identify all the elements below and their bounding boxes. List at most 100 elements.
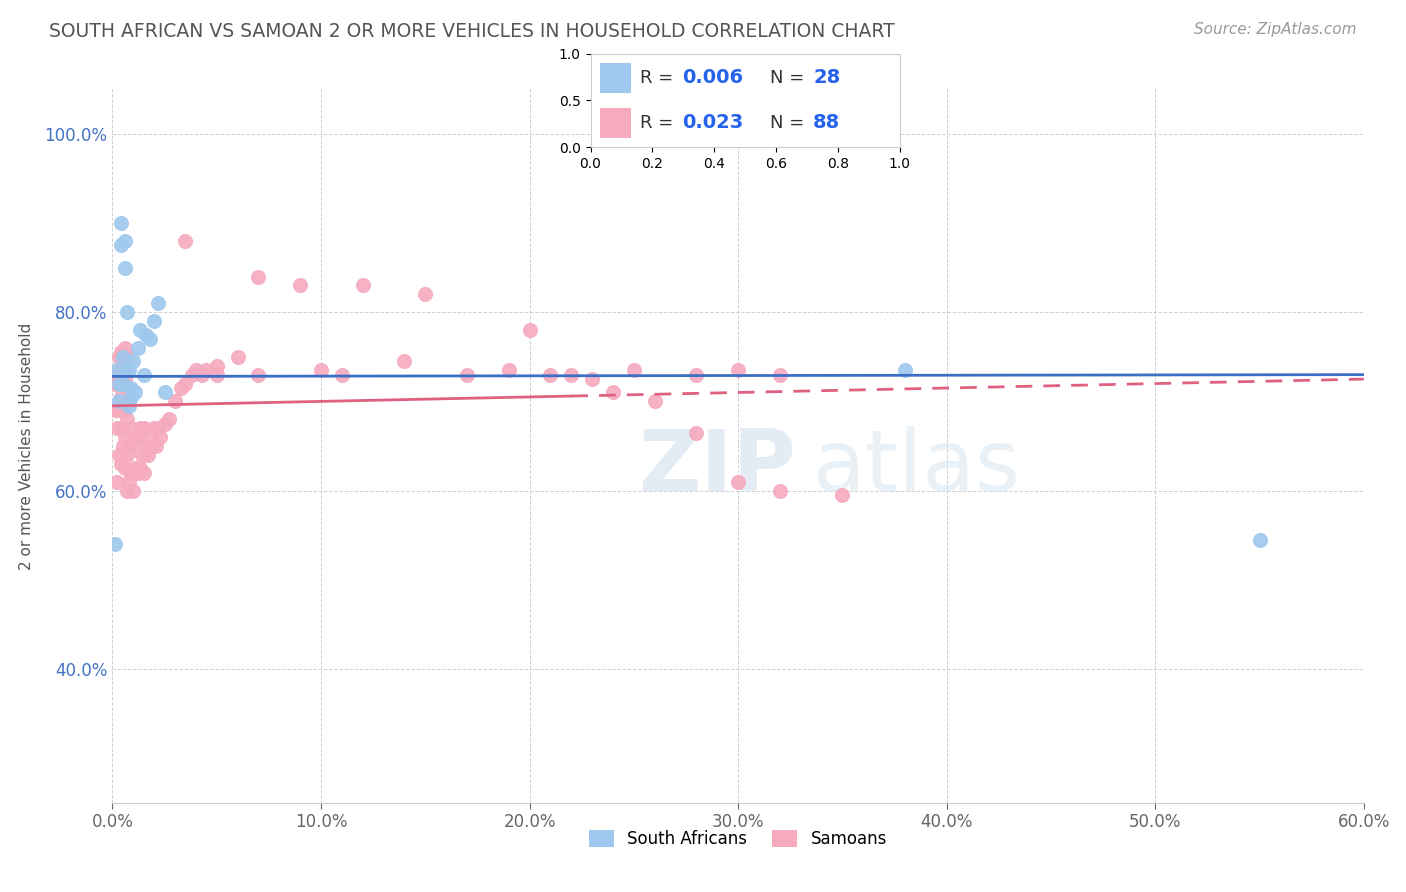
Point: [769, 368, 792, 382]
Point: [132, 368, 155, 382]
Point: [143, 421, 166, 435]
Point: [153, 417, 176, 431]
Point: [195, 363, 218, 377]
Point: [602, 385, 624, 400]
Point: [110, 345, 132, 359]
Point: [114, 372, 136, 386]
Point: [309, 363, 332, 377]
Point: [163, 394, 186, 409]
Point: [120, 466, 142, 480]
Point: [498, 363, 520, 377]
Point: [118, 394, 141, 409]
Point: [139, 430, 162, 444]
Point: [352, 278, 374, 293]
Point: [114, 234, 136, 248]
Point: [136, 448, 159, 462]
Point: [115, 483, 138, 498]
Point: [122, 483, 145, 498]
Point: [103, 537, 125, 551]
Point: [111, 403, 134, 417]
Point: [114, 341, 136, 355]
Point: [111, 368, 134, 382]
Point: [143, 314, 166, 328]
Point: [111, 376, 134, 391]
Point: [110, 457, 132, 471]
Text: 0.023: 0.023: [682, 113, 742, 132]
Point: [122, 354, 145, 368]
Y-axis label: 2 or more Vehicles in Household: 2 or more Vehicles in Household: [18, 322, 34, 570]
Point: [128, 461, 150, 475]
Point: [115, 363, 138, 377]
Point: [118, 475, 141, 489]
Point: [120, 381, 142, 395]
Point: [105, 421, 128, 435]
Point: [831, 488, 853, 502]
Point: [127, 341, 149, 355]
Text: N =: N =: [770, 69, 810, 87]
Text: atlas: atlas: [813, 425, 1021, 509]
Point: [184, 363, 207, 377]
Text: 88: 88: [813, 113, 841, 132]
Point: [174, 376, 197, 391]
Point: [135, 327, 157, 342]
Point: [118, 363, 141, 377]
Bar: [600, 63, 631, 93]
Point: [107, 394, 129, 409]
Text: 28: 28: [813, 69, 841, 87]
Point: [148, 296, 170, 310]
Point: [247, 269, 270, 284]
Point: [226, 350, 249, 364]
Point: [769, 483, 792, 498]
Point: [727, 363, 749, 377]
Bar: [600, 108, 631, 138]
Point: [413, 287, 436, 301]
Point: [141, 439, 163, 453]
Text: Source: ZipAtlas.com: Source: ZipAtlas.com: [1194, 22, 1357, 37]
Point: [103, 376, 125, 391]
Point: [114, 399, 136, 413]
Point: [623, 363, 645, 377]
Text: N =: N =: [770, 114, 810, 132]
Point: [538, 368, 561, 382]
Point: [120, 421, 142, 435]
Point: [114, 260, 136, 275]
Point: [114, 430, 136, 444]
Point: [111, 439, 134, 453]
Point: [330, 368, 353, 382]
Point: [174, 234, 197, 248]
Point: [115, 305, 138, 319]
Point: [519, 323, 541, 337]
Point: [685, 368, 707, 382]
Point: [124, 430, 146, 444]
Point: [127, 430, 149, 444]
Point: [107, 448, 129, 462]
Point: [107, 350, 129, 364]
Point: [685, 425, 707, 440]
Text: R =: R =: [640, 69, 679, 87]
Point: [290, 278, 312, 293]
Point: [135, 439, 157, 453]
Point: [115, 412, 138, 426]
Point: [132, 466, 155, 480]
Point: [122, 439, 145, 453]
Point: [394, 354, 416, 368]
Point: [103, 403, 125, 417]
Point: [145, 439, 167, 453]
Point: [157, 412, 180, 426]
Point: [581, 372, 603, 386]
Point: [148, 421, 170, 435]
Point: [110, 216, 132, 230]
Point: [205, 368, 228, 382]
Point: [110, 421, 132, 435]
Point: [124, 385, 146, 400]
Point: [247, 368, 270, 382]
Point: [1249, 533, 1271, 547]
Point: [110, 390, 132, 404]
Point: [115, 350, 138, 364]
Point: [118, 399, 141, 413]
Point: [105, 368, 128, 382]
Point: [107, 403, 129, 417]
Point: [120, 390, 142, 404]
Legend: South Africans, Samoans: South Africans, Samoans: [582, 823, 894, 855]
Point: [127, 466, 149, 480]
